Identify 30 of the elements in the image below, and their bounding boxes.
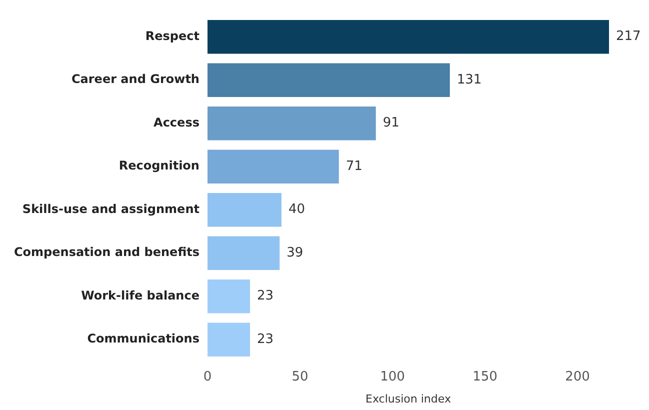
y-tick-label: Career and Growth <box>71 72 200 86</box>
x-tick-label: 200 <box>565 369 590 384</box>
y-tick-label: Work-life balance <box>81 288 200 302</box>
data-label: 39 <box>286 245 304 260</box>
bar <box>207 279 250 314</box>
y-tick-label: Access <box>154 115 200 130</box>
data-label: 23 <box>257 332 274 347</box>
data-label: 40 <box>288 202 306 218</box>
y-tick-label: Communications <box>87 332 200 346</box>
x-tick-label: 0 <box>203 369 212 384</box>
data-label: 131 <box>456 72 482 88</box>
x-tick-label: 100 <box>380 369 405 384</box>
bar <box>207 20 609 54</box>
data-label: 71 <box>346 158 362 174</box>
bar <box>207 236 280 270</box>
y-tick-label: Skills-use and assignment <box>22 202 200 216</box>
y-tick-label: Respect <box>145 28 200 43</box>
bar <box>207 192 282 227</box>
x-tick-label: 50 <box>292 369 308 384</box>
y-tick-label: Recognition <box>118 158 200 173</box>
bar <box>207 150 339 184</box>
x-axis-title: Exclusion index <box>366 392 452 406</box>
x-tick-label: 150 <box>472 369 498 384</box>
data-label: 23 <box>257 288 274 304</box>
y-tick-label: Compensation and benefits <box>14 245 200 260</box>
bar <box>207 63 450 97</box>
bar <box>207 322 250 356</box>
bar <box>207 106 376 140</box>
data-label: 91 <box>382 116 400 131</box>
data-label: 217 <box>616 29 641 44</box>
